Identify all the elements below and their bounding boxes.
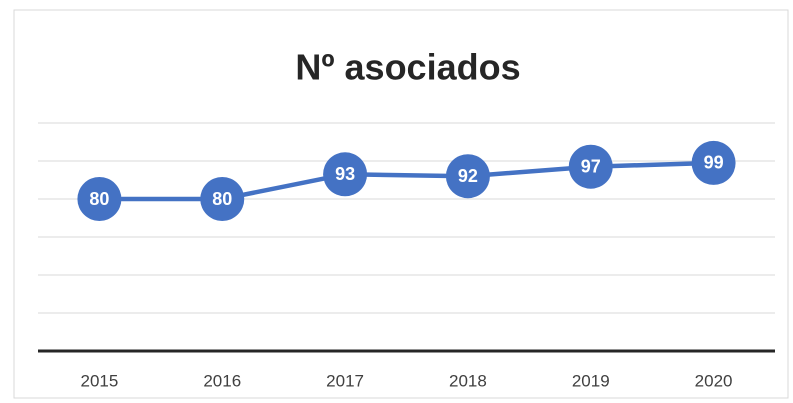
data-point <box>200 177 245 221</box>
x-tick-label: 2018 <box>449 371 487 390</box>
chart-title: Nº asociados <box>295 47 520 88</box>
data-label: 93 <box>335 164 355 184</box>
x-tick-label: 2016 <box>203 371 241 390</box>
data-point <box>568 144 613 189</box>
data-point <box>445 154 490 199</box>
data-point <box>323 152 368 197</box>
data-label: 92 <box>458 166 478 186</box>
x-tick-label: 2017 <box>326 371 364 390</box>
data-label: 80 <box>212 189 232 209</box>
x-tick-label: 2019 <box>572 371 610 390</box>
x-tick-label: 2020 <box>695 371 733 390</box>
data-label: 99 <box>704 153 724 173</box>
data-point <box>691 140 736 185</box>
data-label: 97 <box>581 156 601 176</box>
x-tick-label: 2015 <box>81 371 119 390</box>
data-point <box>77 177 122 221</box>
chart-frame <box>13 9 789 399</box>
data-label: 80 <box>89 189 109 209</box>
